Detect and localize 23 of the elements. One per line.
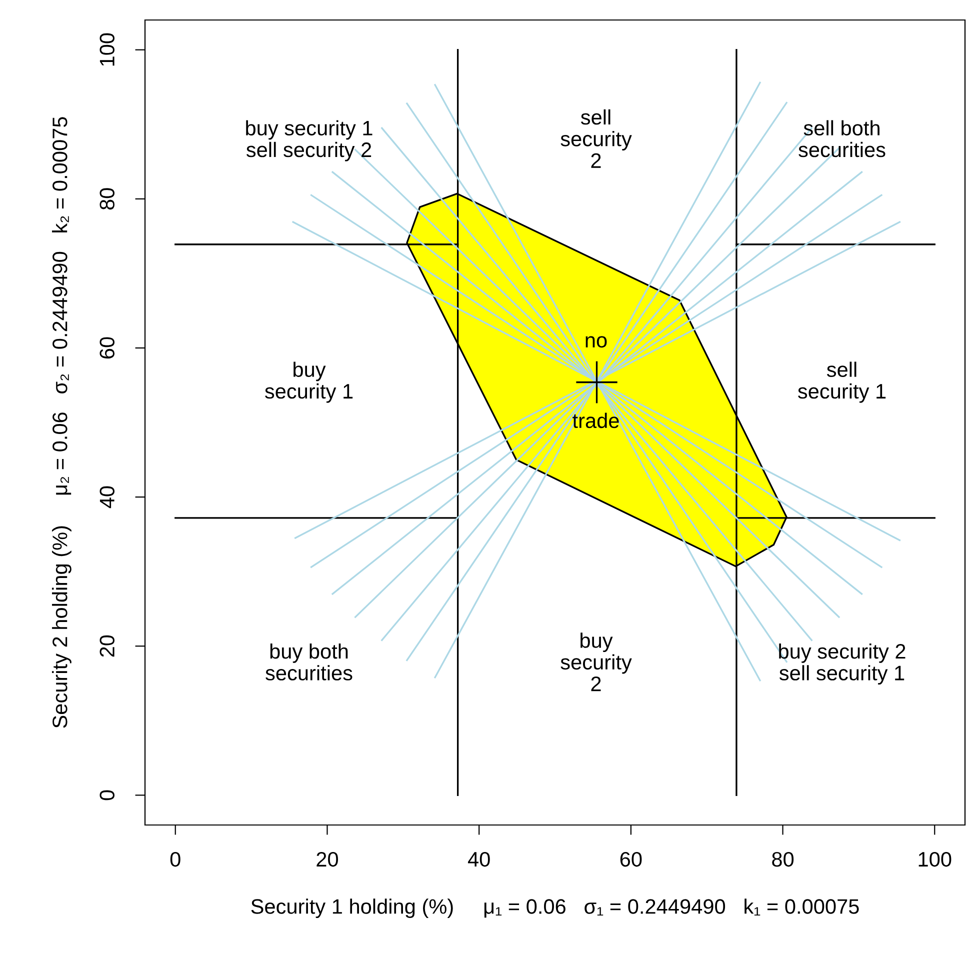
- annotation: buy security 1 sell security 2: [246, 120, 372, 162]
- y-axis-title: Security 2 holding (%) μ₂ = 0.06 σ₂ = 0.2449490 k₂ = 0.00075: [52, 117, 72, 728]
- y-tick-label: 60: [100, 337, 114, 358]
- x-axis-title: Security 1 holding (%) μ₁ = 0.06 σ₁ = 0.2449490 k₁ = 0.00075: [251, 898, 859, 918]
- x-tick-label: 80: [772, 852, 794, 867]
- annotation: sell security 1: [798, 362, 886, 403]
- x-tick-label: 60: [620, 852, 642, 867]
- annotation: sell both securities: [798, 120, 886, 158]
- y-tick-label: 40: [100, 486, 114, 508]
- y-tick-label: 100: [100, 33, 114, 66]
- x-tick-label: 40: [468, 852, 490, 867]
- x-tick-label: 0: [170, 852, 180, 867]
- annotation: buy security 2: [560, 632, 632, 692]
- x-tick-label: 100: [918, 852, 952, 867]
- annotation: no: [586, 336, 607, 348]
- y-tick-label: 80: [100, 188, 114, 210]
- annotation: buy security 1: [265, 362, 353, 403]
- annotation: sell security 2: [560, 109, 632, 168]
- y-tick-label: 20: [100, 635, 114, 657]
- annotation: buy security 2 sell security 1: [779, 643, 906, 685]
- x-tick-label: 20: [316, 852, 338, 867]
- annotation: buy both securities: [266, 643, 352, 680]
- y-tick-label: 0: [100, 790, 114, 800]
